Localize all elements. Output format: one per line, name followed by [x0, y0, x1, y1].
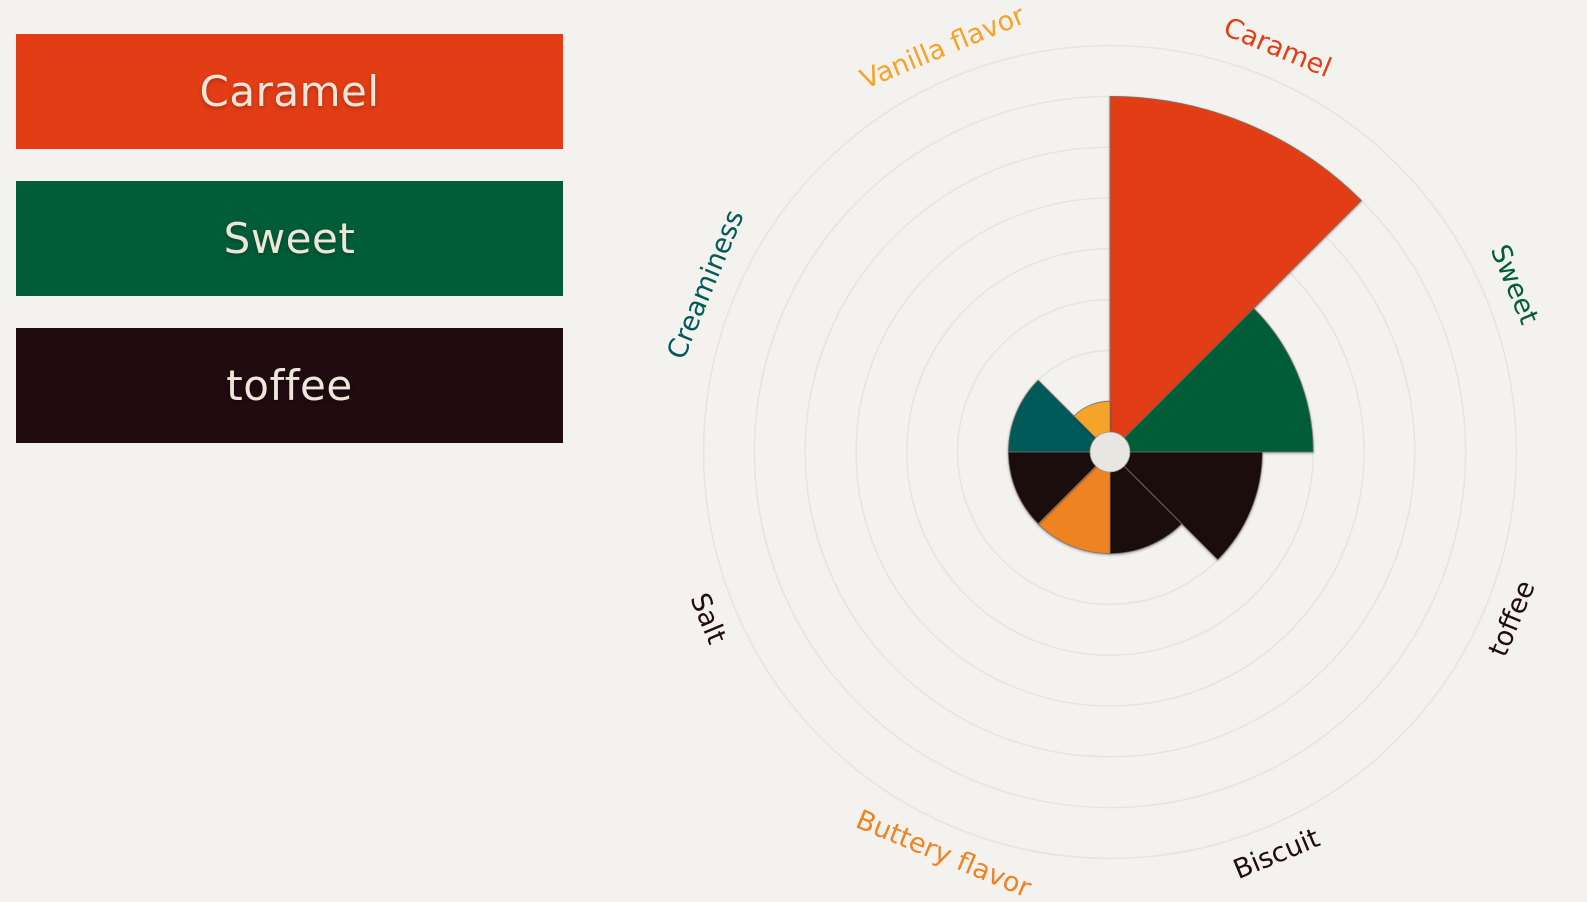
- legend-item-toffee[interactable]: toffee: [16, 328, 563, 443]
- axis-label-biscuit: Biscuit: [1229, 823, 1324, 886]
- wedge-biscuit[interactable]: [1109, 451, 1183, 555]
- wedge-salt[interactable]: [1007, 451, 1111, 525]
- wedge-creaminess[interactable]: [1007, 379, 1111, 453]
- legend-item-sweet[interactable]: Sweet: [16, 181, 563, 296]
- legend: Caramel Sweet toffee: [16, 34, 563, 475]
- center-hub: [1089, 431, 1131, 473]
- legend-label-caramel: Caramel: [199, 67, 380, 116]
- wedge-toffee[interactable]: [1109, 451, 1263, 561]
- axis-label-creaminess: Creaminess: [661, 206, 750, 364]
- wedge-buttery-flavor[interactable]: [1037, 451, 1111, 555]
- wedge-sweet[interactable]: [1109, 307, 1314, 453]
- axis-label-caramel: Caramel: [1219, 12, 1336, 84]
- wedge-caramel[interactable]: [1109, 95, 1363, 453]
- wedges: [1007, 95, 1363, 561]
- grid-ring: [702, 44, 1518, 860]
- axis-label-buttery-flavor: Buttery flavor: [851, 804, 1036, 902]
- legend-label-sweet: Sweet: [223, 214, 356, 263]
- axis-label-salt: Salt: [683, 589, 731, 649]
- axis-label-toffee: toffee: [1483, 576, 1542, 661]
- legend-label-toffee: toffee: [226, 361, 353, 410]
- legend-item-caramel[interactable]: Caramel: [16, 34, 563, 149]
